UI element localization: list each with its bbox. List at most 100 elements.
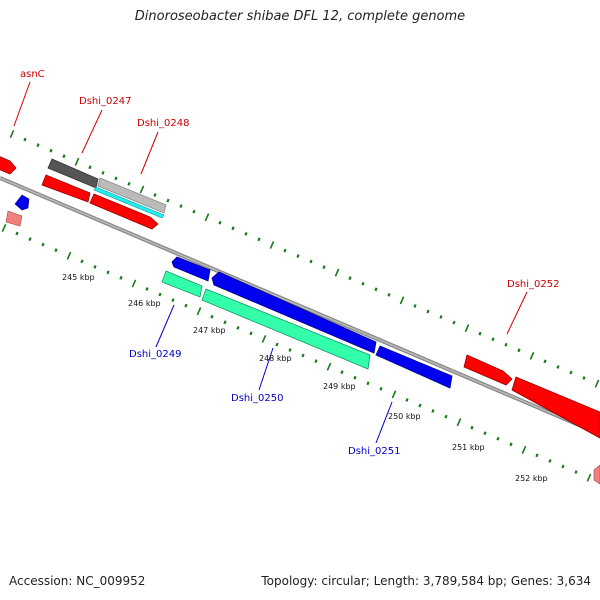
outer-ring-tick	[374, 287, 378, 292]
kbp-label-249: 249 kbp	[323, 382, 356, 391]
outer-ring-tick	[361, 281, 365, 286]
outer-ring-tick	[127, 181, 131, 186]
leader-Dshi_0248	[140, 131, 159, 175]
outer-ring-tick	[387, 292, 391, 297]
outer-ring-tick	[114, 176, 118, 181]
label-Dshi_0250: Dshi_0250	[231, 393, 283, 404]
gene-Dshi_0248[interactable]	[97, 177, 167, 214]
outer-ring-tick	[426, 309, 430, 314]
inner-ring-tick	[275, 342, 279, 347]
outer-ring-tick	[231, 226, 235, 231]
inner-ring-tick	[249, 331, 253, 336]
leader-Dshi_0247	[81, 109, 103, 154]
label-Dshi_0252: Dshi_0252	[507, 279, 559, 290]
outer-ring-tick	[413, 304, 417, 308]
gene-Dshi_0252[interactable]	[463, 354, 513, 386]
outer-ring-tick	[517, 348, 521, 353]
inner-ring-tick	[366, 381, 370, 386]
gene-cyan[interactable]	[93, 186, 165, 219]
inner-ring-tick	[470, 425, 474, 430]
outer-ring-tick	[88, 165, 92, 170]
inner-ring-tick	[210, 314, 214, 319]
inner-ring-tick	[106, 270, 110, 275]
inner-ring-tick	[80, 259, 84, 264]
inner-ring-tick	[586, 473, 592, 482]
outer-ring-tick	[9, 129, 15, 139]
outer-ring-tick	[179, 204, 183, 209]
outer-ring-tick	[569, 370, 573, 375]
inner-ring-tick	[418, 403, 422, 408]
gene-Dshi_0249[interactable]	[171, 256, 211, 282]
outer-ring-tick	[296, 254, 300, 258]
inner-ring-tick	[288, 348, 292, 352]
outer-ring-tick	[244, 231, 248, 236]
kbp-label-252: 252 kbp	[515, 474, 548, 483]
gene-Dshi_0251[interactable]	[375, 345, 453, 389]
inner-ring-tick	[196, 307, 202, 316]
inner-ring-tick	[261, 334, 267, 343]
inner-ring-tick	[509, 442, 513, 447]
outer-ring-tick	[399, 296, 405, 305]
inner-ring-tick	[431, 409, 435, 413]
outer-ring-tick	[257, 237, 261, 242]
outer-ring-tick	[49, 148, 53, 153]
leader-Dshi_0249	[155, 304, 175, 348]
inner-ring-tick	[379, 386, 383, 391]
leader-Dshi_0250	[258, 347, 274, 391]
gene-red-left[interactable]	[41, 174, 91, 203]
kbp-label-250: 250 kbp	[388, 412, 421, 421]
kbp-label-248: 248 kbp	[259, 354, 292, 363]
inner-ring-tick	[223, 320, 227, 325]
gene-pink-edge[interactable]	[593, 464, 600, 485]
inner-ring-tick	[119, 275, 123, 280]
gene-asnC[interactable]	[0, 155, 17, 175]
outer-ring-tick	[529, 351, 535, 360]
inner-ring-tick	[483, 431, 487, 436]
gene-red-right[interactable]	[511, 376, 600, 439]
gene-Dshi_0250[interactable]	[211, 271, 377, 354]
inner-ring-tick	[496, 436, 500, 441]
inner-ring-tick	[28, 237, 32, 242]
outer-ring-tick	[334, 268, 340, 277]
outer-ring-tick	[439, 315, 443, 319]
outer-ring-tick	[309, 259, 313, 264]
inner-ring-tick	[158, 292, 162, 297]
inner-ring-tick	[535, 453, 539, 458]
inner-ring-tick	[391, 390, 397, 399]
outer-ring-tick	[74, 157, 80, 166]
outer-ring-tick	[23, 137, 27, 142]
gene-Dshi_0249-rna[interactable]	[161, 270, 203, 298]
outer-ring-tick	[322, 265, 326, 270]
inner-ring-tick	[561, 464, 565, 469]
leader-asnC	[13, 81, 31, 127]
inner-ring-tick	[41, 242, 45, 247]
label-Dshi_0251: Dshi_0251	[348, 446, 400, 457]
outer-ring-tick	[491, 337, 495, 342]
inner-ring-tick	[456, 418, 462, 427]
kbp-label-245: 245 kbp	[62, 273, 95, 282]
leader-Dshi_0251	[375, 401, 393, 444]
gene-red-mid[interactable]	[89, 193, 159, 230]
outer-ring-tick	[62, 154, 66, 159]
outer-ring-tick	[192, 209, 196, 214]
label-asnC: asnC	[20, 69, 45, 80]
inner-ring-tick	[184, 303, 188, 308]
backbone-line-inner	[0, 177, 600, 435]
gene-pink-small[interactable]	[5, 210, 23, 227]
inner-ring-tick	[521, 445, 527, 454]
inner-ring-tick	[574, 470, 578, 474]
gene-blue-small[interactable]	[14, 194, 30, 211]
inner-ring-tick	[93, 264, 97, 269]
kbp-label-247: 247 kbp	[193, 326, 226, 335]
outer-ring-tick	[464, 324, 470, 333]
inner-ring-tick	[301, 353, 305, 358]
inner-ring-tick	[131, 279, 137, 288]
inner-ring-tick	[340, 370, 344, 375]
inner-ring-tick	[326, 362, 332, 371]
outer-ring-tick	[504, 342, 508, 347]
outer-ring-tick	[452, 320, 456, 325]
outer-ring-tick	[269, 240, 275, 249]
gene-Dshi_0250-rna[interactable]	[201, 288, 371, 370]
outer-ring-tick	[582, 376, 586, 380]
